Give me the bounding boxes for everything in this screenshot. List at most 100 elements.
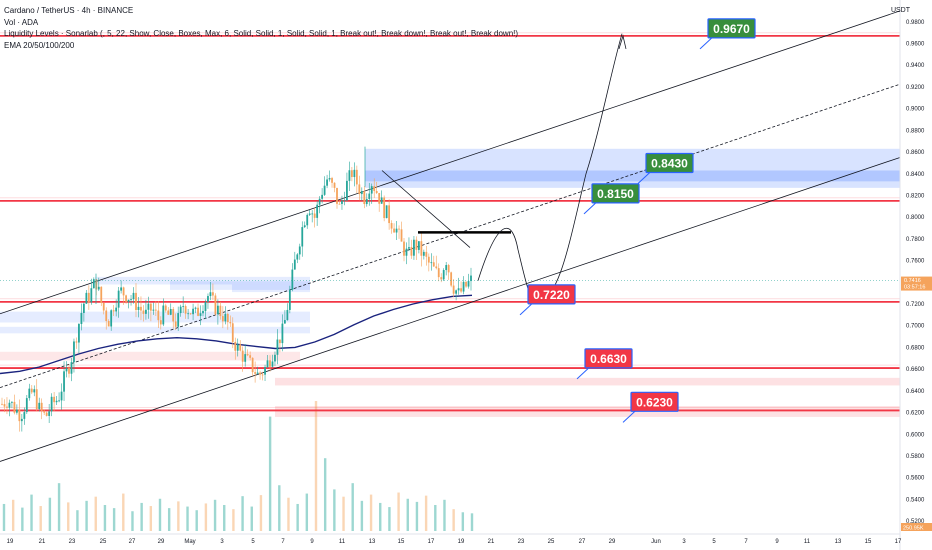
candle-bull: [182, 306, 185, 307]
time-tick-label: 11: [339, 539, 346, 545]
volume-bar: [314, 401, 318, 531]
candle-bear: [447, 265, 450, 273]
candle-bull: [8, 402, 11, 408]
volume-bar: [323, 458, 327, 531]
price-tick-label: 0.7000: [906, 324, 925, 330]
candle-bear: [112, 310, 115, 312]
candle-bear: [174, 321, 177, 327]
candle-bear: [154, 309, 157, 311]
candle-bull: [293, 259, 296, 270]
candle-bear: [336, 187, 338, 204]
candle-bear: [43, 410, 46, 413]
candle-bear: [251, 357, 254, 373]
candle-bull: [115, 307, 118, 312]
time-tick-label: 29: [158, 539, 165, 545]
candle-bear: [197, 307, 199, 316]
candle-bull: [341, 200, 343, 204]
time-tick-label: 29: [609, 539, 616, 545]
demand-zone-history: [0, 351, 300, 361]
candle-bear: [87, 292, 90, 303]
volume-bar: [112, 508, 116, 531]
volume-bar: [379, 502, 382, 531]
candle-bull: [244, 354, 247, 362]
candle-bull: [65, 368, 68, 372]
time-tick-label: 27: [129, 539, 136, 545]
volume-tag-value: 250.95K: [903, 526, 924, 532]
price-axis[interactable]: 0.9800 0.9600 0.9400 0.9200 0.9000 0.8800 0.86…: [899, 0, 932, 550]
level-label-text: 0.9670: [713, 22, 750, 36]
volume-bar: [140, 502, 143, 531]
candle-bear: [313, 213, 316, 218]
candle-bull: [48, 411, 51, 416]
volume-bar: [167, 508, 171, 531]
price-tick-label: 0.5400: [906, 497, 925, 503]
candle-bull: [58, 400, 60, 402]
candle-bear: [398, 228, 400, 230]
legend-liquidity-indicator[interactable]: Liquidity Levels · Sonarlab (, 5, 22, Sh…: [4, 29, 519, 38]
candle-bear: [437, 268, 440, 278]
time-axis[interactable]: 19 21 23 25 27 29 May 3 5 7 9 11 13 15 17 19 21 23 25 27 29 J…: [0, 533, 902, 545]
candle-bull: [298, 246, 301, 255]
candle-bull: [85, 292, 88, 304]
candle-bull: [33, 389, 36, 393]
time-tick-label: 17: [895, 539, 902, 545]
supply-zone-history: [0, 311, 310, 323]
candle-bear: [234, 341, 237, 351]
candle-bull: [15, 409, 18, 413]
candle-bull: [28, 388, 31, 399]
time-tick-label: 9: [775, 539, 779, 545]
candle-bear: [221, 316, 224, 322]
candle-bear: [333, 182, 336, 188]
candle-bull: [90, 288, 93, 303]
legend-volume[interactable]: Vol · ADA: [4, 17, 39, 27]
candle-bull: [442, 270, 445, 280]
candle-bear: [378, 193, 381, 204]
candle-bear: [440, 277, 443, 280]
candle-bull: [360, 191, 363, 195]
candle-bull: [353, 169, 356, 178]
candle-bull: [199, 313, 202, 316]
candle-bull: [467, 281, 470, 287]
candle-bull: [301, 227, 304, 247]
candle-bull: [291, 269, 294, 290]
volume-bar: [94, 496, 97, 531]
candle-bull: [266, 360, 269, 368]
supply-zone-history: [170, 281, 310, 290]
volume-bar: [48, 497, 52, 531]
level-labels[interactable]: 0.9670 0.8430 0.8150 0.7220 0.6630 0.6230: [519, 18, 756, 423]
volume-bar: [369, 494, 373, 531]
candle-bear: [363, 191, 366, 205]
candle-bull: [177, 313, 180, 327]
candle-bull: [274, 354, 276, 362]
volume-bar: [2, 503, 6, 531]
trend-channel[interactable]: [0, 10, 901, 462]
candle-bear: [226, 313, 229, 323]
level-label-box: [584, 348, 633, 369]
candle-bear: [241, 350, 244, 362]
legend-ema[interactable]: EMA 20/50/100/200: [4, 40, 75, 50]
candle-bull: [316, 204, 319, 218]
price-tick-label: 0.8600: [906, 150, 925, 156]
time-tick-label: 3: [682, 539, 686, 545]
candle-bull: [162, 305, 165, 325]
candle-bear: [13, 401, 16, 413]
candle-bear: [239, 344, 242, 351]
volume-bar: [57, 483, 61, 531]
volume-tag: [901, 523, 932, 531]
candle-bear: [214, 295, 217, 315]
candle-bull: [202, 310, 204, 314]
volume-bar: [103, 505, 107, 531]
candle-bull: [276, 339, 279, 355]
volume-bar: [223, 505, 226, 531]
volume-bar: [232, 509, 235, 531]
price-tick-label: 0.9200: [906, 85, 925, 91]
last-price-tag: [901, 276, 932, 291]
candle-bull: [80, 312, 83, 325]
candle-bear: [75, 341, 78, 343]
legend-title[interactable]: Cardano / TetherUS · 4h · BINANCE: [4, 6, 134, 15]
volume-bar: [296, 503, 299, 531]
candle-bear: [338, 203, 341, 205]
candle-bull: [422, 251, 425, 256]
candle-bull: [321, 194, 324, 199]
